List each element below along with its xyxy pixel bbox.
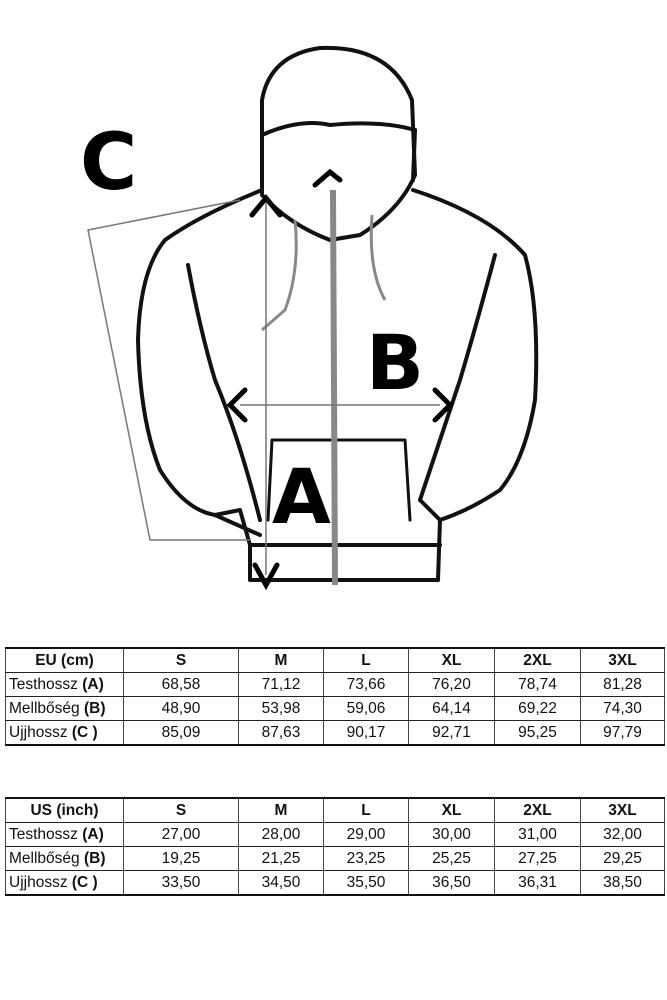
table-header-row: US (inch) S M L XL 2XL 3XL [5,797,665,823]
measurement-key: (A) [82,825,104,843]
us-size-table: US (inch) S M L XL 2XL 3XL Testhossz (A) 27,00 28… [5,797,665,896]
table-cell: 31,00 [494,822,581,847]
measurement-key: (B) [83,849,106,867]
table-cell: 59,06 [323,696,409,721]
size-header: S [123,797,239,823]
measurement-name: Testhossz [9,675,83,693]
table-cell: 27,25 [494,846,581,871]
table-row: Testhossz (A) 68,58 71,12 73,66 76,20 78,74 81… [5,672,665,697]
table-cell: 25,25 [408,846,495,871]
size-header: 3XL [580,647,665,673]
table-cell: 29,00 [323,822,409,847]
measurement-name: Mellbőség [9,699,84,717]
label-c: C [80,118,138,208]
measurement-key: (B) [83,699,106,717]
measurement-name: Mellbőség [9,849,84,867]
table-cell: 85,09 [123,720,239,746]
table-cell: 34,50 [238,870,324,896]
size-header: L [323,647,409,673]
table-cell: 21,25 [238,846,324,871]
measurement-label: Mellbőség (B) [5,696,124,721]
table-row: Ujjhossz (C ) 85,09 87,63 90,17 92,71 95,25 97… [5,720,665,746]
table-cell: 48,90 [123,696,239,721]
table-row: Testhossz (A) 27,00 28,00 29,00 30,00 31,00 32… [5,822,665,847]
table-cell: 27,00 [123,822,239,847]
table-row: Mellbőség (B) 48,90 53,98 59,06 64,14 69,22 74… [5,696,665,721]
size-header: XL [408,797,495,823]
table-cell: 90,17 [323,720,409,746]
eu-size-table: EU (cm) S M L XL 2XL 3XL Testhossz (A) 68,58 71,1… [5,647,665,746]
table-cell: 95,25 [494,720,581,746]
table-cell: 23,25 [323,846,409,871]
measurement-key: (C ) [71,723,98,741]
label-a: A [272,452,331,541]
unit-header: US (inch) [5,797,124,823]
size-header: M [238,797,324,823]
size-header: 3XL [580,797,665,823]
table-cell: 97,79 [580,720,665,746]
table-cell: 19,25 [123,846,239,871]
table-cell: 78,74 [494,672,581,697]
table-cell: 71,12 [238,672,324,697]
unit-header: EU (cm) [5,647,124,673]
measurement-name: Testhossz [9,825,83,843]
measurement-label: Ujjhossz (C ) [5,720,124,746]
size-header: 2XL [494,647,581,673]
label-b: B [366,318,424,407]
measurement-label: Ujjhossz (C ) [5,870,124,896]
table-cell: 76,20 [408,672,495,697]
table-cell: 81,28 [580,672,665,697]
measurement-label: Testhossz (A) [5,672,124,697]
measurement-key: (C ) [71,873,98,891]
table-cell: 36,31 [494,870,581,896]
table-cell: 74,30 [580,696,665,721]
table-cell: 29,25 [580,846,665,871]
table-cell: 73,66 [323,672,409,697]
table-cell: 68,58 [123,672,239,697]
size-header: XL [408,647,495,673]
measurement-name: Ujjhossz [9,723,72,741]
table-cell: 33,50 [123,870,239,896]
measurement-label: Mellbőség (B) [5,846,124,871]
table-cell: 87,63 [238,720,324,746]
table-cell: 38,50 [580,870,665,896]
table-cell: 35,50 [323,870,409,896]
table-cell: 36,50 [408,870,495,896]
table-header-row: EU (cm) S M L XL 2XL 3XL [5,647,665,673]
size-header: S [123,647,239,673]
hoodie-outline [87,45,539,591]
measurement-key: (A) [82,675,104,693]
table-row: Mellbőség (B) 19,25 21,25 23,25 25,25 27,25 29… [5,846,665,871]
table-cell: 69,22 [494,696,581,721]
size-header: L [323,797,409,823]
table-cell: 64,14 [408,696,495,721]
table-cell: 28,00 [238,822,324,847]
table-cell: 92,71 [408,720,495,746]
size-header: M [238,647,324,673]
measurement-label: Testhossz (A) [5,822,124,847]
table-cell: 53,98 [238,696,324,721]
table-row: Ujjhossz (C ) 33,50 34,50 35,50 36,50 36,31 38… [5,870,665,896]
size-header: 2XL [494,797,581,823]
measurement-name: Ujjhossz [9,873,72,891]
table-cell: 30,00 [408,822,495,847]
hoodie-measurement-diagram: C B A [80,45,539,591]
table-cell: 32,00 [580,822,665,847]
